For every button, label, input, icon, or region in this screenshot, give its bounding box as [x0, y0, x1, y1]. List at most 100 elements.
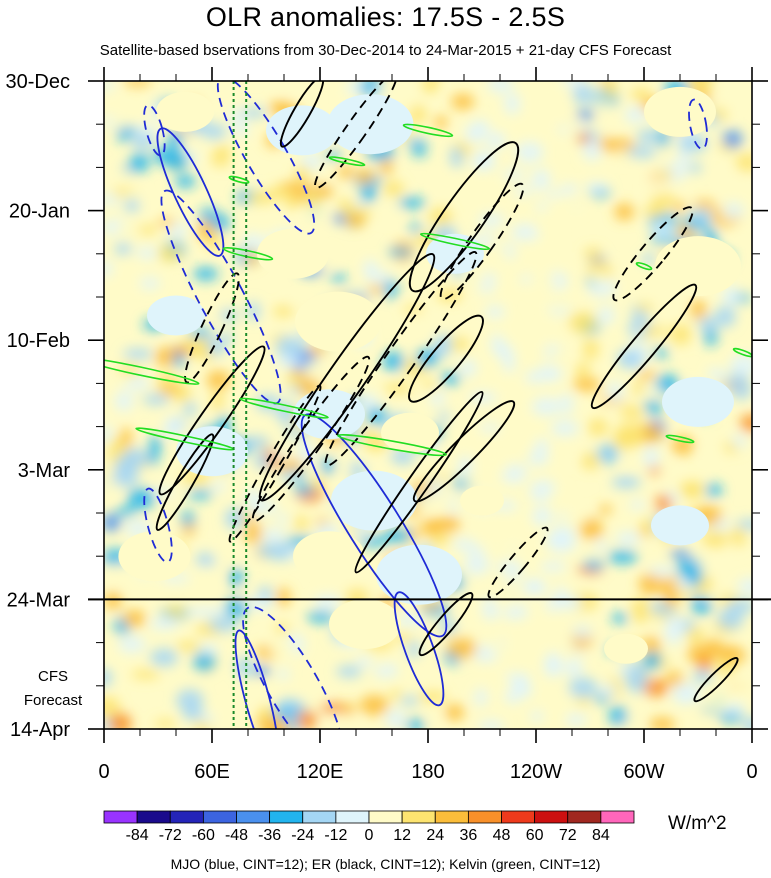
field-cell	[149, 617, 179, 631]
field-cell	[678, 135, 708, 153]
field-cell	[565, 713, 587, 726]
field-cell	[120, 449, 142, 471]
field-cell	[564, 117, 581, 138]
field-cell	[498, 443, 519, 456]
field-cell	[337, 199, 355, 212]
field-cell	[254, 452, 270, 470]
field-cell	[406, 138, 428, 148]
colorbar-label: -72	[159, 827, 182, 844]
field-cell	[176, 689, 204, 712]
field-cell	[257, 543, 281, 559]
contour	[158, 345, 266, 496]
field-cell	[175, 174, 196, 188]
field-cell	[741, 716, 752, 729]
field-cell	[139, 277, 161, 290]
field-cell	[643, 399, 664, 414]
field-cell	[641, 253, 656, 265]
field-cell	[255, 394, 282, 412]
contour	[104, 357, 200, 385]
x-tick-label: 60E	[194, 761, 230, 783]
field-cell	[389, 689, 403, 700]
field-cell	[561, 183, 578, 195]
contour	[156, 127, 225, 257]
field-cell	[229, 567, 244, 589]
field-cell	[251, 222, 274, 238]
field-cell	[115, 220, 141, 242]
field-cell	[599, 504, 612, 515]
field-cell	[150, 648, 178, 667]
field-cell	[302, 190, 322, 208]
field-cell	[535, 604, 548, 620]
chart-title: OLR anomalies: 17.5S - 2.5S	[205, 2, 566, 32]
field-cell	[276, 587, 291, 606]
field-cell	[737, 215, 752, 235]
field-cell	[499, 376, 525, 392]
field-cell	[355, 656, 373, 668]
field-cell	[109, 111, 134, 130]
field-cell	[254, 683, 276, 700]
colorbar-swatch	[368, 810, 403, 824]
field-cell	[526, 209, 557, 219]
field-cell	[474, 177, 492, 198]
contour	[324, 250, 478, 467]
field-cell	[525, 97, 549, 109]
field-cell	[705, 483, 723, 497]
field-cell	[424, 404, 447, 416]
field-cell	[115, 168, 131, 182]
field-cell	[616, 349, 644, 369]
field-cell	[485, 305, 505, 318]
field-cell	[520, 192, 535, 209]
field-cell	[517, 337, 531, 350]
field-cell	[200, 713, 214, 725]
field-cell	[426, 81, 440, 92]
field-cell	[120, 126, 139, 136]
field-cell	[431, 274, 456, 291]
field-cell	[689, 162, 702, 174]
field-cell	[202, 123, 227, 140]
contour	[222, 247, 274, 261]
field-cell	[225, 597, 248, 619]
contour	[184, 272, 240, 384]
field-cell	[531, 168, 551, 190]
field-cell	[533, 237, 560, 254]
y-tick-label: 24-Mar	[7, 589, 71, 611]
field-cell	[446, 637, 477, 659]
field-cell	[165, 605, 186, 618]
anomaly-feature	[376, 544, 462, 605]
field-cell	[630, 87, 651, 100]
field-cell	[614, 478, 638, 487]
field-cell	[651, 221, 675, 238]
field-cell	[526, 549, 546, 568]
field-cell	[359, 695, 389, 716]
contour	[239, 397, 329, 419]
field-cell	[175, 641, 203, 652]
contour	[143, 104, 166, 157]
field-cell	[544, 655, 563, 678]
field-cell	[714, 305, 736, 328]
field-cell	[648, 566, 676, 577]
field-cell	[274, 355, 303, 368]
field-cell	[482, 602, 499, 620]
field-cell	[737, 578, 752, 595]
contour	[216, 81, 316, 235]
field-cell	[157, 218, 176, 227]
field-cell	[154, 719, 177, 728]
field-cell	[221, 332, 234, 345]
field-cell	[493, 568, 508, 584]
contour	[228, 175, 250, 184]
axes: 0 60E 120E 180 120W 60W 0 30-Dec 20-Jan 10-Feb 3-M…	[6, 67, 771, 783]
field-cell	[335, 463, 354, 478]
contour	[408, 314, 484, 403]
field-cell	[697, 655, 712, 674]
field-cell	[399, 696, 420, 706]
contour	[258, 252, 436, 502]
field-cell	[718, 87, 737, 109]
field-cell	[635, 303, 654, 312]
wave-contours	[104, 81, 752, 729]
field-cell	[211, 213, 230, 232]
field-cell	[297, 442, 316, 463]
field-cell	[676, 588, 693, 598]
anomaly-feature	[604, 633, 648, 664]
field-cell	[154, 347, 179, 367]
field-cell	[568, 311, 597, 334]
